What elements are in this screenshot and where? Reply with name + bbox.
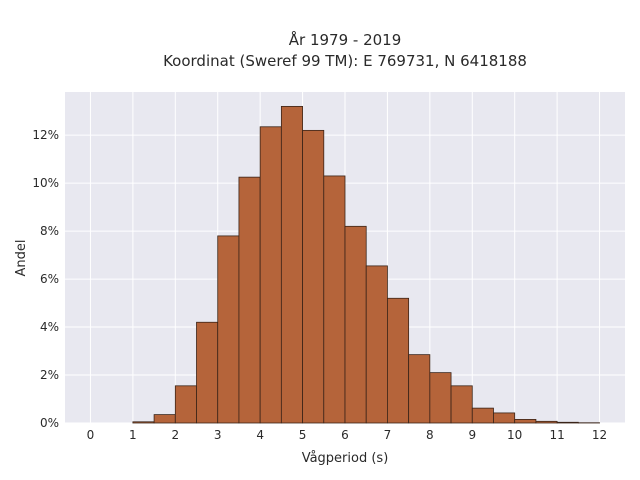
x-tick-label: 12 xyxy=(592,428,607,442)
x-tick-label: 0 xyxy=(87,428,95,442)
x-tick-labels: 0 1 2 3 4 5 6 7 8 9 10 11 12 xyxy=(87,428,608,442)
histogram-bar xyxy=(535,420,558,424)
y-tick-label: 0% xyxy=(40,416,59,430)
histogram-bar xyxy=(365,265,388,424)
chart-title-line1: År 1979 - 2019 xyxy=(289,30,402,49)
x-tick-label: 8 xyxy=(426,428,434,442)
x-tick-label: 10 xyxy=(507,428,522,442)
x-tick-label: 4 xyxy=(256,428,264,442)
x-tick-label: 9 xyxy=(468,428,476,442)
x-tick-label: 5 xyxy=(299,428,307,442)
bars xyxy=(132,105,600,424)
y-tick-label: 2% xyxy=(40,368,59,382)
histogram-bar xyxy=(450,385,473,424)
histogram-bar xyxy=(556,421,579,424)
y-tick-label: 4% xyxy=(40,320,59,334)
x-tick-label: 6 xyxy=(341,428,349,442)
x-tick-label: 7 xyxy=(384,428,392,442)
x-tick-label: 2 xyxy=(171,428,179,442)
histogram-bar xyxy=(429,372,452,424)
x-tick-label: 1 xyxy=(129,428,137,442)
x-tick-label: 11 xyxy=(549,428,564,442)
histogram-bar xyxy=(387,297,410,424)
histogram-bar xyxy=(514,419,537,424)
histogram-bar xyxy=(153,414,176,424)
histogram-bar xyxy=(259,126,282,424)
histogram-bar xyxy=(238,176,261,424)
y-tick-label: 6% xyxy=(40,272,59,286)
chart-title-line2: Koordinat (Sweref 99 TM): E 769731, N 64… xyxy=(163,52,527,70)
histogram-bar xyxy=(302,129,325,424)
histogram-bar xyxy=(280,105,303,424)
histogram-bar xyxy=(174,385,197,424)
y-tick-label: 10% xyxy=(32,176,59,190)
histogram-bar xyxy=(196,321,219,424)
histogram-bar xyxy=(323,175,346,424)
histogram-bar xyxy=(217,235,240,424)
y-tick-label: 12% xyxy=(32,128,59,142)
y-tick-label: 8% xyxy=(40,224,59,238)
histogram-bar xyxy=(471,407,494,424)
histogram-bar xyxy=(493,412,516,424)
x-tick-label: 3 xyxy=(214,428,222,442)
y-tick-labels: 0% 2% 4% 6% 8% 10% 12% xyxy=(32,128,59,430)
histogram-bar xyxy=(132,421,155,424)
histogram-bar xyxy=(408,354,431,424)
x-axis-label: Vågperiod (s) xyxy=(302,451,389,466)
histogram-bar xyxy=(344,225,367,424)
y-axis-label: Andel xyxy=(14,240,29,277)
